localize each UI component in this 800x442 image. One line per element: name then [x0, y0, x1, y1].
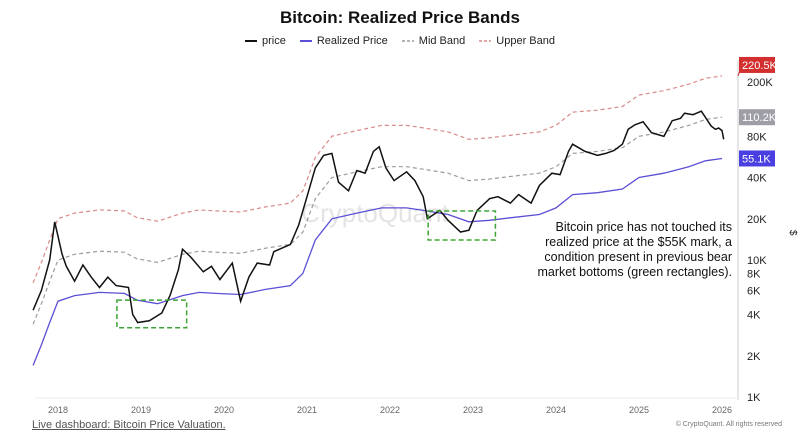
x-tick-label: 2020 — [214, 405, 234, 415]
legend-mid: Mid Band — [401, 35, 466, 47]
last-value-badge — [739, 109, 775, 126]
last-value-label: 55.1K — [742, 153, 771, 165]
live-dashboard-link[interactable]: Live dashboard: Bitcoin Price Valuation. — [32, 419, 226, 431]
x-tick-label: 2021 — [297, 405, 317, 415]
y-tick-label: 40K — [747, 173, 767, 185]
legend-label: Upper Band — [496, 35, 555, 47]
legend-label: Mid Band — [418, 35, 466, 47]
x-tick-label: 2022 — [380, 405, 400, 415]
y-tick-label: 8K — [747, 268, 761, 280]
legend-label: Realized Price — [316, 35, 388, 47]
legend: price Realized Price Mid Band Upper Band — [0, 35, 800, 47]
realized-price-line — [32, 157, 723, 366]
y-tick-label: 20K — [747, 214, 767, 226]
last-value-label: 110.2K — [742, 112, 777, 124]
legend-realized-swatch — [299, 40, 312, 42]
x-tick-label: 2019 — [131, 405, 151, 415]
y-tick-label: 6K — [747, 285, 761, 297]
upper-band-line — [32, 75, 723, 284]
legend-upper: Upper Band — [479, 35, 555, 47]
chart-title: Bitcoin: Realized Price Bands — [280, 8, 520, 27]
last-value-badge — [739, 150, 775, 167]
bear-bottom-box — [427, 210, 497, 241]
bear-bottom-box — [116, 299, 188, 329]
legend-realized: Realized Price — [299, 35, 388, 47]
y-tick-label: 200K — [747, 77, 773, 89]
legend-upper-swatch — [479, 40, 492, 42]
y-tick-label: 2K — [747, 351, 761, 363]
legend-label: price — [262, 35, 286, 47]
price-line — [32, 110, 725, 324]
y-axis-label: $ — [787, 230, 798, 236]
x-tick-label: 2024 — [546, 405, 566, 415]
last-value-label: 220.5K — [742, 60, 778, 72]
copyright: © CryptoQuant. All rights reserved — [675, 421, 782, 428]
x-tick-label: 2025 — [629, 405, 649, 415]
y-tick-label: 1K — [747, 392, 761, 404]
x-tick-label: 2026 — [712, 405, 732, 415]
legend-price-swatch — [245, 40, 258, 42]
last-value-badge — [739, 56, 775, 73]
legend-mid-swatch — [401, 40, 414, 42]
x-tick-label: 2023 — [463, 405, 483, 415]
y-tick-label: 10K — [747, 255, 767, 267]
watermark: CryptoQuant — [301, 198, 449, 228]
annotation: Bitcoin price has not touched its realiz… — [537, 220, 732, 279]
y-tick-label: 4K — [747, 310, 761, 322]
x-tick-label: 2018 — [48, 405, 68, 415]
mid-band-line — [32, 116, 723, 325]
y-tick-label: 80K — [747, 131, 767, 143]
legend-price: price — [245, 35, 286, 47]
